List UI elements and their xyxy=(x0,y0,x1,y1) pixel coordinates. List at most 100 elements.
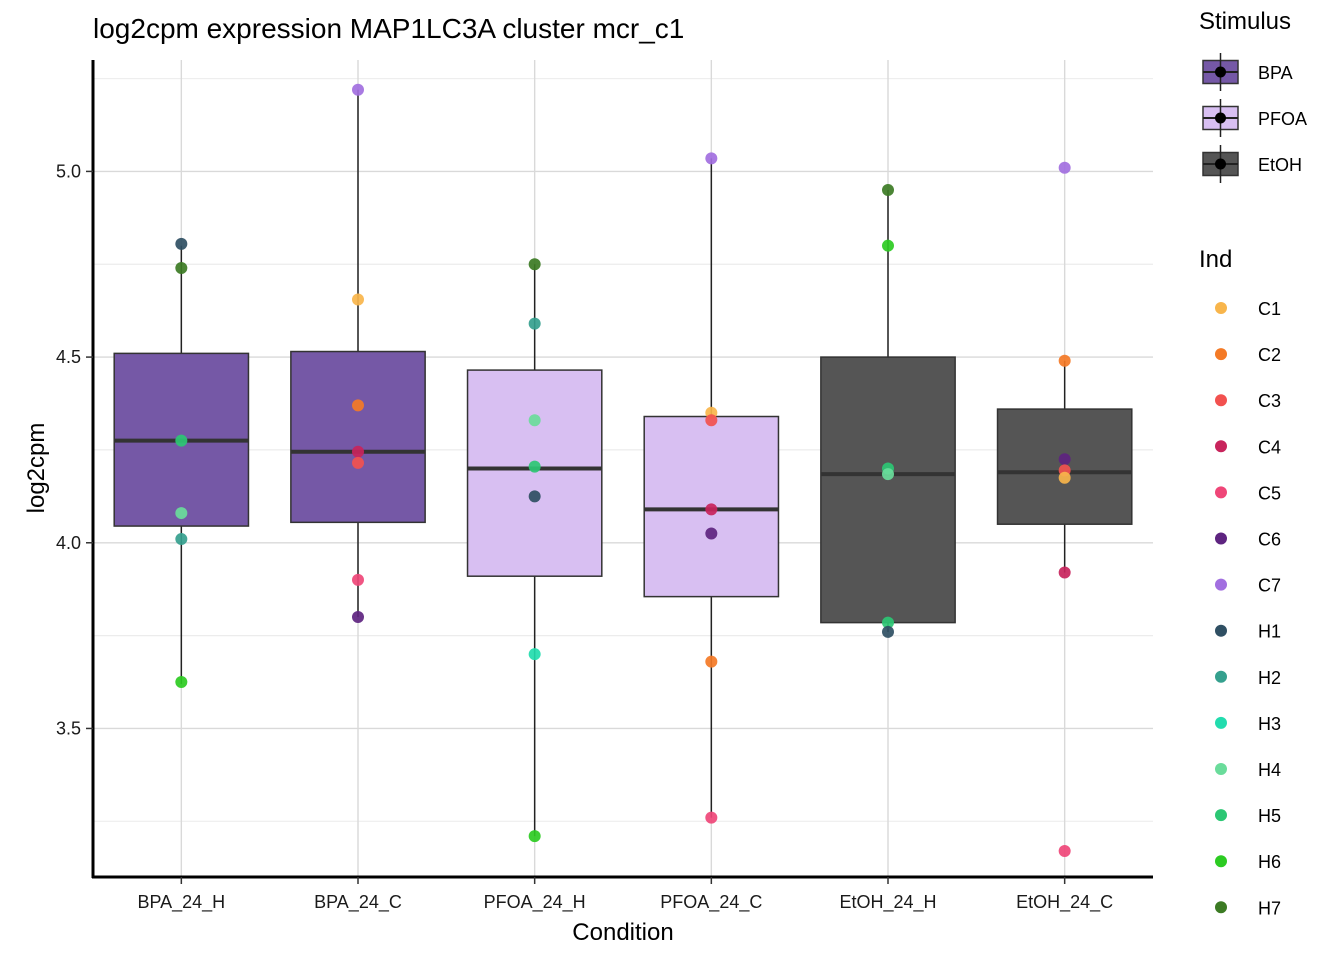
point-C3 xyxy=(705,414,718,427)
x-axis-ticks: BPA_24_H BPA_24_C PFOA_24_H PFOA_24_C EtOH_2… xyxy=(137,877,1113,913)
point-C4 xyxy=(1058,566,1071,579)
point-C2 xyxy=(1058,354,1071,367)
x-tick-label: EtOH_24_H xyxy=(839,892,936,913)
point-C1 xyxy=(352,293,364,306)
point-C5 xyxy=(705,811,718,824)
data-points xyxy=(175,83,1071,858)
legend-ind-label: C7 xyxy=(1258,576,1281,596)
legend-ind-label: H1 xyxy=(1258,622,1281,642)
gridlines xyxy=(93,60,1153,877)
point-H4 xyxy=(175,507,188,520)
point-H1 xyxy=(175,237,188,250)
point-H4 xyxy=(882,468,894,481)
y-tick-label: 4.0 xyxy=(56,533,81,553)
point-C4 xyxy=(352,445,364,458)
y-axis-ticks: 3.5 4.0 4.5 5.0 xyxy=(56,161,93,738)
legend-ind-label: C2 xyxy=(1258,345,1281,365)
point-H5 xyxy=(882,616,894,629)
box-BPA_24_C xyxy=(290,350,426,524)
point-H5 xyxy=(528,460,541,473)
legend-key-point xyxy=(1215,158,1226,170)
legend-ind-label: H4 xyxy=(1258,760,1281,780)
point-C2 xyxy=(705,655,718,668)
point-H7 xyxy=(882,183,894,196)
chart-title: log2cpm expression MAP1LC3A cluster mcr_… xyxy=(93,13,684,44)
legend-ind-key xyxy=(1215,532,1227,545)
legend-ind-key xyxy=(1215,809,1227,822)
legend-ind-title: Ind xyxy=(1199,246,1232,273)
legend-ind-key xyxy=(1215,302,1227,314)
y-tick-label: 4.5 xyxy=(56,347,81,367)
legend-ind-label: C6 xyxy=(1258,530,1281,550)
x-tick-label: EtOH_24_C xyxy=(1016,892,1113,913)
legend-stimulus-title: Stimulus xyxy=(1199,8,1291,35)
legend-ind-key xyxy=(1215,440,1227,453)
legend-ind-label: H3 xyxy=(1258,714,1281,734)
point-C4 xyxy=(705,503,718,516)
legend-key-point xyxy=(1215,66,1226,78)
point-C6 xyxy=(352,611,364,624)
legend-ind-key xyxy=(1215,578,1227,591)
legend-ind-key xyxy=(1215,348,1227,361)
point-C7 xyxy=(1058,161,1071,174)
legend-ind-label: C3 xyxy=(1258,391,1281,411)
legend-key-point xyxy=(1215,112,1226,124)
box-PFOA_24_H xyxy=(466,369,603,577)
point-C2 xyxy=(352,399,364,412)
y-tick-label: 5.0 xyxy=(56,161,81,181)
point-H2 xyxy=(175,533,188,546)
legend-ind-key xyxy=(1215,763,1227,775)
legend-stimulus-label: PFOA xyxy=(1258,109,1307,129)
legend-ind-label: H2 xyxy=(1258,668,1281,688)
x-tick-label: BPA_24_H xyxy=(137,892,225,913)
point-C1 xyxy=(1058,471,1071,484)
point-H6 xyxy=(882,239,894,252)
point-C5 xyxy=(1058,845,1071,858)
legend-ind-label: H6 xyxy=(1258,852,1281,872)
legend-stimulus-label: EtOH xyxy=(1258,155,1302,175)
point-C7 xyxy=(705,152,718,165)
legend-ind-key xyxy=(1215,670,1227,683)
y-tick-label: 3.5 xyxy=(56,718,81,738)
box-EtOH_24_H xyxy=(820,356,956,624)
axes xyxy=(91,60,1153,879)
legend-ind-label: C1 xyxy=(1258,299,1281,319)
point-H1 xyxy=(528,490,541,503)
point-H6 xyxy=(528,830,541,843)
x-tick-label: PFOA_24_H xyxy=(484,892,586,913)
legend-ind-label: C5 xyxy=(1258,483,1281,503)
point-H7 xyxy=(175,261,188,274)
legend-stimulus: Stimulus BPA PFOA EtOH xyxy=(1199,8,1307,183)
legend-ind-key xyxy=(1215,901,1227,914)
legend-stimulus-label: BPA xyxy=(1258,63,1293,83)
y-axis-title: log2cpm xyxy=(23,423,50,514)
legend-ind-key xyxy=(1215,394,1227,407)
x-axis-title: Condition xyxy=(572,919,673,946)
point-H2 xyxy=(528,317,541,330)
legend-ind-key xyxy=(1215,855,1227,868)
boxes xyxy=(113,350,1133,624)
x-tick-label: PFOA_24_C xyxy=(660,892,762,913)
point-C6 xyxy=(705,527,718,540)
point-C5 xyxy=(352,573,364,586)
legend-ind-label: H7 xyxy=(1258,898,1281,918)
whiskers xyxy=(180,89,1066,837)
legend-ind-label: H5 xyxy=(1258,806,1281,826)
point-C3 xyxy=(352,456,364,469)
point-H4 xyxy=(528,414,541,427)
point-H6 xyxy=(175,676,188,689)
point-H7 xyxy=(528,258,541,271)
point-H1 xyxy=(882,625,894,638)
legend-ind: Ind C1 C2 C3 C4 C5 C6 C7 H1 H2 H3 H4 H5 H6 H7 xyxy=(1199,246,1281,918)
x-tick-label: BPA_24_C xyxy=(314,892,402,913)
point-C7 xyxy=(352,83,364,96)
point-H5 xyxy=(175,434,188,447)
point-C6 xyxy=(1058,453,1071,466)
legend-ind-key xyxy=(1215,486,1227,499)
legend-ind-key xyxy=(1215,716,1227,729)
legend-ind-label: C4 xyxy=(1258,437,1281,457)
point-H3 xyxy=(528,648,541,661)
legend-ind-key xyxy=(1215,624,1227,637)
